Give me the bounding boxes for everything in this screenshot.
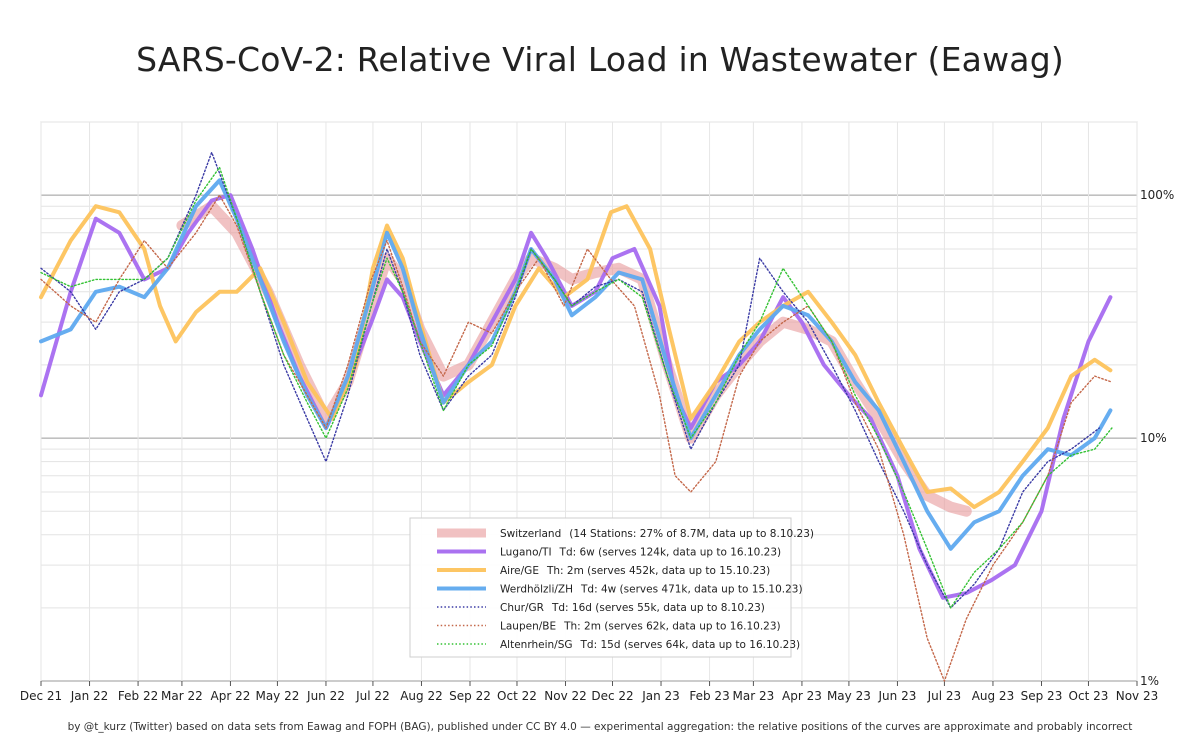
y-tick-label: 100%	[1140, 188, 1174, 202]
x-tick-label: Sep 22	[449, 689, 491, 703]
x-tick-label: Feb 23	[689, 689, 729, 703]
legend-series-name: Chur/GR	[500, 602, 544, 614]
x-tick-label: Jun 23	[878, 689, 917, 703]
x-tick-label: Jan 23	[641, 689, 680, 703]
x-tick-label: Dec 22	[591, 689, 633, 703]
x-tick-label: Oct 22	[497, 689, 537, 703]
y-tick-label: 1%	[1140, 674, 1159, 688]
legend-series-name: Lugano/TI	[500, 547, 552, 559]
legend-series-detail: (14 Stations: 27% of 8.7M, data up to 8.…	[569, 528, 814, 540]
footer-credit: by @t_kurz (Twitter) based on data sets …	[67, 721, 1133, 733]
legend-series-name: Altenrhein/SG	[500, 639, 573, 651]
x-tick-label: May 22	[255, 689, 299, 703]
chart-title: SARS-CoV-2: Relative Viral Load in Waste…	[136, 40, 1064, 79]
legend: Switzerland (14 Stations: 27% of 8.7M, da…	[409, 517, 814, 658]
legend-series-name: Switzerland	[500, 528, 561, 540]
x-tick-label: Mar 22	[161, 689, 203, 703]
x-tick-label: Apr 22	[211, 689, 251, 703]
series-line-werdh-lzli-zh	[39, 178, 1113, 551]
series-line-chur-gr	[40, 151, 1101, 609]
x-tick-label: Oct 23	[1069, 689, 1109, 703]
legend-series-detail: Td: 6w (serves 124k, data up to 16.10.23…	[559, 547, 782, 559]
series-lines	[39, 151, 1113, 682]
x-tick-label: Aug 23	[972, 689, 1015, 703]
x-axis-ticks: Dec 21 Jan 22 Feb 22 Mar 22 Apr 22 May 22 Jun …	[20, 681, 1158, 703]
x-tick-label: Jan 22	[70, 689, 109, 703]
x-tick-label: Apr 23	[782, 689, 822, 703]
x-tick-label: Sep 23	[1021, 689, 1063, 703]
legend-series-name: Laupen/BE	[500, 621, 556, 633]
x-tick-label: Dec 21	[20, 689, 62, 703]
x-tick-label: Nov 22	[544, 689, 587, 703]
x-tick-label: Mar 23	[733, 689, 775, 703]
y-tick-label: 10%	[1140, 431, 1167, 445]
legend-series-name: Werdhölzli/ZH	[500, 584, 573, 596]
x-tick-label: Jun 22	[306, 689, 345, 703]
x-tick-label: Aug 22	[400, 689, 443, 703]
x-tick-label: Jul 22	[355, 689, 390, 703]
legend-series-detail: Td: 15d (serves 64k, data up to 16.10.23…	[580, 639, 801, 651]
x-tick-label: Feb 22	[118, 689, 158, 703]
legend-series-detail: Th: 2m (serves 62k, data up to 16.10.23)	[563, 621, 781, 633]
series-line-altenrhein-sg	[40, 166, 1113, 609]
legend-series-detail: Th: 2m (serves 452k, data up to 15.10.23…	[546, 565, 770, 577]
x-tick-label: Jul 23	[927, 689, 962, 703]
series-line-laupen-be	[40, 194, 1113, 682]
legend-series-name: Aire/GE	[500, 565, 539, 577]
x-tick-label: Nov 23	[1116, 689, 1159, 703]
y-axis-ticks: 1% 10% 100%	[1140, 188, 1174, 688]
legend-series-detail: Td: 16d (serves 55k, data up to 8.10.23)	[551, 602, 765, 614]
legend-series-detail: Td: 4w (serves 471k, data up to 15.10.23…	[580, 584, 803, 596]
x-tick-label: May 23	[827, 689, 871, 703]
